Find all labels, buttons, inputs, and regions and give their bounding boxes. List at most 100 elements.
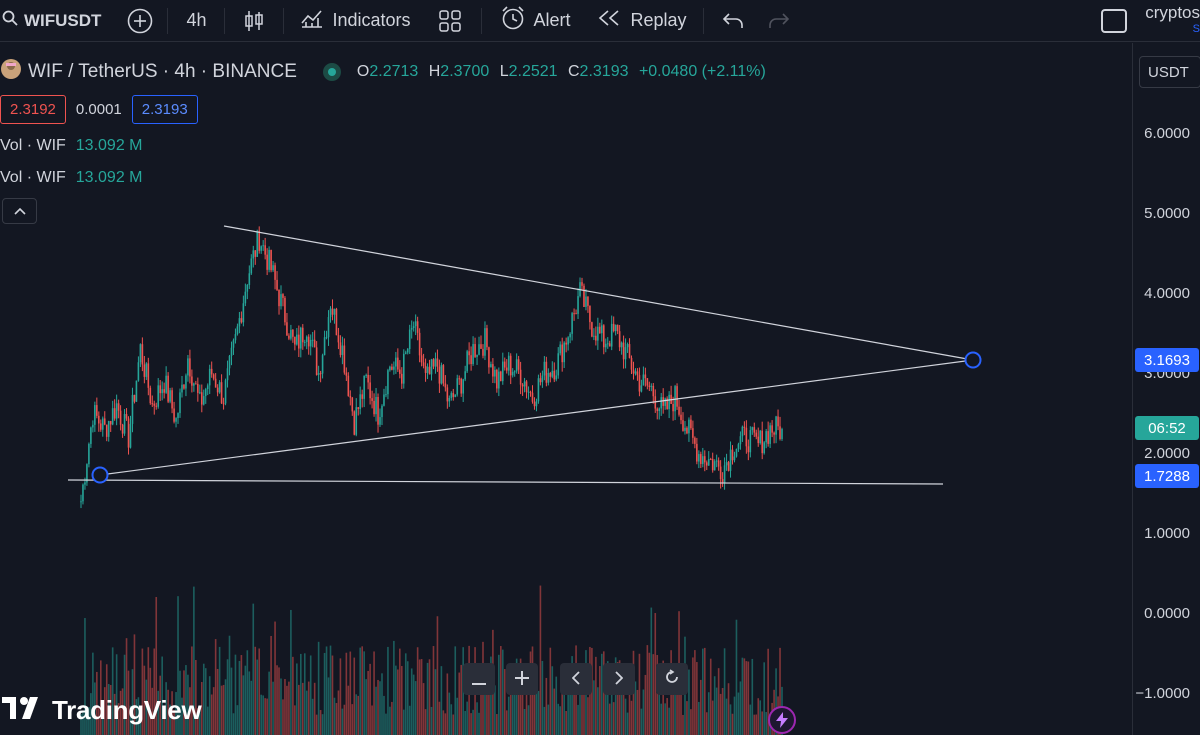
candle-body: [369, 382, 371, 399]
volume-bar: [204, 668, 207, 735]
candle-body: [484, 328, 486, 356]
lightning-icon[interactable]: [768, 706, 796, 734]
candle-body: [480, 344, 482, 349]
volume-bar: [735, 619, 738, 735]
trendline-start-handle[interactable]: [91, 466, 109, 484]
volume-bar: [131, 669, 134, 735]
candle-body: [313, 339, 316, 348]
undo-button[interactable]: [704, 0, 756, 42]
volume-bar: [397, 669, 399, 735]
candle-body: [298, 334, 300, 349]
price-axis[interactable]: USDT 6.0000 5.0000 4.0000 3.0000 2.0000 …: [1132, 43, 1200, 735]
user-menu[interactable]: cryptos S: [1145, 4, 1200, 37]
zoom-out-button[interactable]: [463, 663, 495, 695]
candle-body: [367, 374, 369, 383]
minus-icon: [472, 668, 486, 691]
open-key: O: [356, 62, 370, 80]
trendline-apex-handle[interactable]: [964, 351, 982, 369]
chart-type-button[interactable]: [225, 0, 283, 42]
compare-button[interactable]: [111, 0, 167, 42]
volume-bar: [761, 711, 764, 735]
reset-chart-button[interactable]: [656, 663, 688, 695]
volume-bar: [484, 663, 486, 735]
candle-body: [428, 366, 431, 375]
currency-select[interactable]: USDT: [1139, 56, 1200, 88]
user-sub: S: [1192, 23, 1200, 35]
drawings[interactable]: [67, 225, 982, 485]
volume-bar: [185, 665, 187, 735]
bid-ask-row: 2.3192 0.0001 2.3193: [0, 95, 198, 124]
volume-bar: [775, 668, 777, 735]
candle-body: [753, 427, 756, 433]
candle-body: [145, 363, 148, 377]
candle-body: [468, 351, 470, 356]
tradingview-logo[interactable]: TradingView: [0, 693, 202, 728]
candle-body: [755, 432, 758, 437]
volume-bar: [711, 700, 714, 735]
alert-button[interactable]: Alert: [482, 0, 585, 42]
candle-body: [260, 246, 262, 251]
candle-body: [438, 366, 441, 384]
market-status-dot[interactable]: [322, 62, 341, 81]
volume-bar: [311, 698, 314, 735]
candle-body: [640, 385, 643, 392]
candle-body: [135, 380, 138, 402]
volume-bar: [559, 706, 562, 735]
chart-pane[interactable]: WIF / TetherUS · 4h · BINANCE O2.2713 H2…: [0, 43, 1132, 735]
symbol-search[interactable]: WIFUSDT: [0, 0, 111, 42]
ask-box[interactable]: 2.3193: [131, 95, 198, 124]
volume-bar: [127, 670, 130, 735]
volume-bar: [436, 616, 439, 735]
grid-icon: [438, 9, 461, 32]
layouts-button[interactable]: [427, 0, 481, 42]
volume-bar: [555, 676, 558, 735]
lower-trendline[interactable]: [99, 359, 974, 476]
candle-body: [517, 359, 520, 370]
volume-bar: [183, 670, 185, 735]
candle-body: [446, 387, 449, 402]
volume-bar: [498, 654, 500, 735]
candle-body: [638, 375, 641, 392]
candle-body: [624, 347, 627, 360]
volume-bar: [729, 704, 732, 735]
volume-bar: [151, 687, 154, 735]
candle-body: [466, 351, 468, 372]
candle-body: [684, 427, 686, 431]
candle-body: [543, 361, 546, 376]
volume-legend-1[interactable]: Vol · WIF 13.092 M: [0, 137, 143, 155]
collapse-legend-button[interactable]: [2, 198, 37, 224]
support-line[interactable]: [67, 479, 944, 485]
volume-bar: [662, 660, 664, 735]
volume-bar: [418, 659, 421, 735]
volume-legend-2[interactable]: Vol · WIF 13.092 M: [0, 169, 143, 187]
redo-button[interactable]: [756, 0, 802, 42]
candle-body: [179, 392, 181, 414]
volume-bar: [599, 666, 601, 735]
replay-button[interactable]: Replay: [585, 0, 703, 42]
scroll-left-button[interactable]: [560, 663, 592, 695]
price-tick: 4.0000: [1144, 285, 1190, 302]
candle-body: [276, 279, 278, 290]
bid-box[interactable]: 2.3192: [0, 95, 66, 124]
indicators-button[interactable]: Indicators: [284, 0, 426, 42]
candle-body: [333, 308, 336, 315]
interval-button[interactable]: 4h: [168, 0, 224, 42]
candle-body: [573, 313, 575, 315]
scroll-right-button[interactable]: [603, 663, 635, 695]
volume-bar: [614, 657, 617, 735]
plus-icon: [515, 668, 529, 691]
volume-bar: [383, 695, 385, 735]
zoom-in-button[interactable]: [506, 663, 538, 695]
volume-bar: [389, 706, 391, 735]
chart-canvas[interactable]: [0, 43, 1132, 735]
volume-bar: [98, 707, 100, 735]
fullscreen-square-button[interactable]: [1101, 9, 1128, 33]
volume-bar: [400, 666, 403, 735]
volume-bar: [432, 646, 435, 735]
replay-label: Replay: [630, 10, 687, 30]
upper-trendline[interactable]: [223, 225, 974, 361]
volume-bar: [731, 713, 734, 735]
candle-body: [195, 383, 197, 385]
volume-bar: [113, 693, 116, 735]
candle-body: [319, 373, 322, 375]
